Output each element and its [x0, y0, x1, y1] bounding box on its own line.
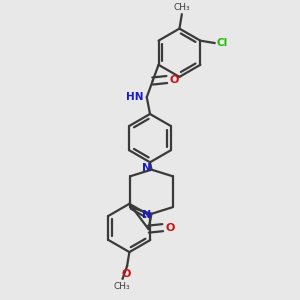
Text: CH₃: CH₃ [114, 281, 130, 290]
Text: HN: HN [126, 92, 143, 102]
Text: O: O [170, 74, 179, 85]
Text: Cl: Cl [216, 38, 227, 48]
Text: N: N [142, 210, 151, 220]
Text: CH₃: CH₃ [173, 3, 190, 12]
Text: N: N [142, 163, 151, 173]
Text: O: O [166, 223, 175, 232]
Text: O: O [121, 269, 130, 279]
